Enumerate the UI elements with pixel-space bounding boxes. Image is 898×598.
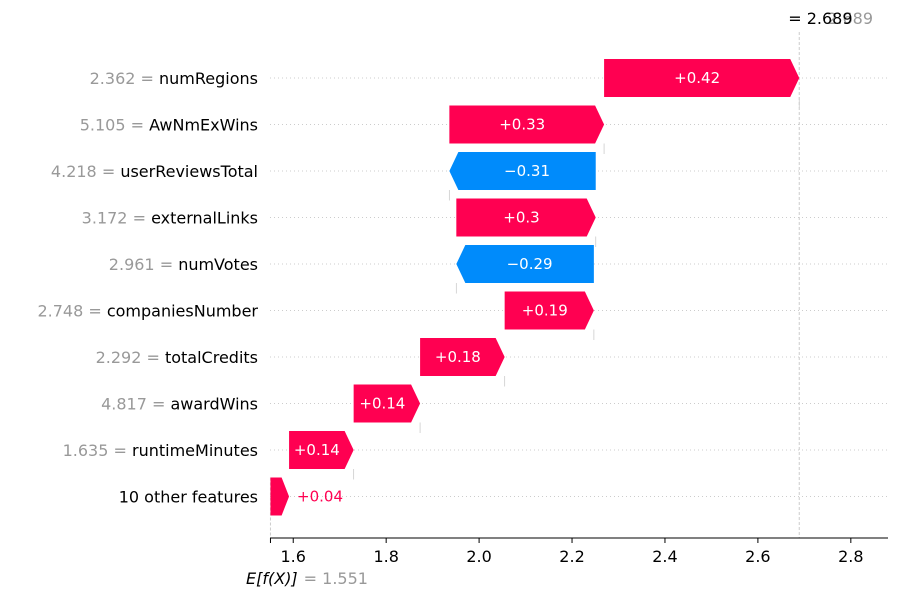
- feature-name: companiesNumber: [107, 302, 259, 321]
- feature-value: 2.748 =: [37, 302, 106, 321]
- feature-label: 4.817 = awardWins: [101, 395, 258, 414]
- bar-negative: [449, 152, 596, 190]
- feature-name: 10 other features: [119, 488, 258, 507]
- bar-positive: [353, 384, 421, 423]
- feature-label: 2.292 = totalCredits: [96, 348, 258, 367]
- x-tick-label: 2.6: [745, 547, 770, 566]
- bar-value-label: +0.3: [503, 209, 539, 227]
- bars: +0.42 +0.33 −0.31 +0.3 −0.29 +0.19 +0.18 +0.14 +…: [270, 59, 800, 516]
- bar-value-label: −0.29: [507, 255, 553, 273]
- bar-value-label: +0.14: [294, 441, 340, 459]
- base-value-label: E[f(X)] = 1.551: [246, 569, 368, 588]
- feature-value: 2.362 =: [90, 69, 159, 88]
- bar-value-label: +0.14: [359, 395, 405, 413]
- bar-value-label: +0.19: [522, 302, 568, 320]
- x-tick-label: 2.4: [652, 547, 677, 566]
- feature-label: 3.172 = externalLinks: [82, 209, 258, 228]
- feature-name: runtimeMinutes: [132, 441, 258, 460]
- feature-value: 2.292 =: [96, 348, 165, 367]
- feature-value: 4.218 =: [51, 162, 120, 181]
- feature-label: 2.362 = numRegions: [90, 69, 258, 88]
- feature-name: numRegions: [159, 69, 258, 88]
- x-tick-label: 1.6: [281, 547, 306, 566]
- feature-label: 2.748 = companiesNumber: [37, 302, 258, 321]
- feature-label: 4.218 = userReviewsTotal: [51, 162, 258, 181]
- bar-positive: [270, 477, 290, 516]
- bar-positive: [289, 431, 354, 469]
- bar-value-label: +0.18: [435, 348, 481, 366]
- x-tick-label: 1.8: [373, 547, 398, 566]
- feature-name: AwNmExWins: [149, 116, 258, 135]
- feature-label: 5.105 = AwNmExWins: [80, 116, 258, 135]
- feature-value: 2.961 =: [109, 255, 178, 274]
- base-value-name: E[f(X)]: [246, 569, 298, 588]
- feature-name: userReviewsTotal: [120, 162, 258, 181]
- feature-name: totalCredits: [165, 348, 258, 367]
- feature-label: 10 other features: [119, 488, 258, 507]
- bar-value-label: +0.42: [674, 69, 720, 87]
- feature-label: 1.635 = runtimeMinutes: [63, 441, 258, 460]
- bar-positive: [420, 338, 505, 376]
- feature-name: awardWins: [170, 395, 258, 414]
- x-tick-label: 2.8: [838, 547, 863, 566]
- output-annotation: 2.689= 2.689: [788, 9, 873, 28]
- bar-positive: [504, 291, 594, 330]
- feature-value: 5.105 =: [80, 116, 149, 135]
- x-axis: 1.6 1.8 2.0 2.2 2.4 2.6 2.8 E[f(X)] = 1.551: [246, 537, 888, 588]
- feature-label: 2.961 = numVotes: [109, 255, 258, 274]
- x-tick-label: 2.2: [559, 547, 584, 566]
- bar-positive: [604, 59, 800, 97]
- base-value-number: = 1.551: [304, 569, 368, 588]
- x-tick-label: 2.0: [466, 547, 491, 566]
- bar-positive: [449, 105, 605, 144]
- feature-value: 1.635 =: [63, 441, 132, 460]
- bar-positive: [456, 198, 596, 237]
- output-value-ghost: 2.689: [827, 9, 873, 28]
- bar-value-label: +0.33: [499, 116, 545, 134]
- bar-value-label: −0.31: [504, 162, 550, 180]
- output-value-label: = 2.689: [788, 9, 852, 28]
- feature-name: externalLinks: [151, 209, 258, 228]
- connector-lines: [353, 97, 800, 480]
- bar-value-label: +0.04: [297, 488, 343, 506]
- feature-name: numVotes: [178, 255, 258, 274]
- bar-negative: [456, 245, 594, 283]
- feature-labels: 2.362 = numRegions 5.105 = AwNmExWins 4.21…: [37, 69, 258, 507]
- feature-value: 3.172 =: [82, 209, 151, 228]
- feature-value: 4.817 =: [101, 395, 170, 414]
